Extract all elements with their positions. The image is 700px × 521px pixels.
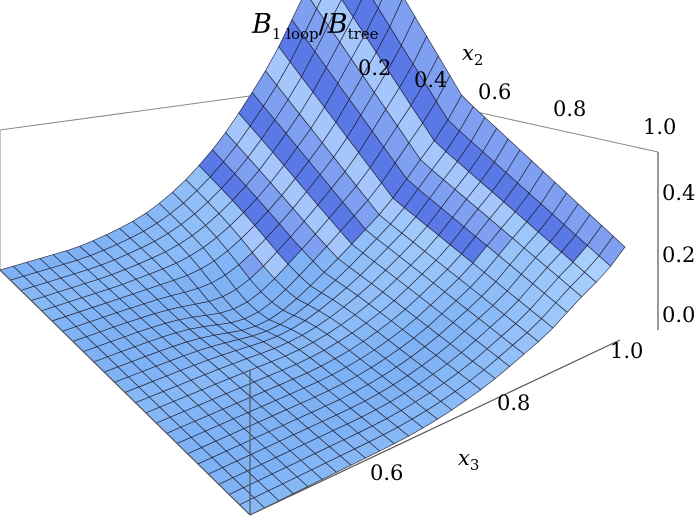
x3-tick-label: 0.8 [497, 391, 530, 415]
box-edge-left-bottom [0, 269, 251, 516]
x2-axis-label: x2 [462, 41, 483, 69]
z-tick-label: 0.4 [662, 181, 695, 205]
chart-title: B1 loop/Btree [251, 9, 379, 43]
x3-label-sub: 3 [470, 456, 480, 474]
x2-label-sub: 2 [474, 51, 484, 69]
x3-tick-labels: 1.0 0.8 0.6 [370, 339, 643, 485]
x3-tick-label: 1.0 [610, 339, 643, 363]
x3-tick-label: 0.6 [370, 461, 403, 485]
title-sub1: 1 loop [272, 25, 319, 43]
title-sub2: tree [348, 25, 379, 43]
x2-tick-label: 1.0 [643, 115, 676, 139]
x2-tick-label: 0.4 [414, 68, 447, 92]
z-tick-label: 0.0 [662, 303, 695, 327]
title-main: B [251, 9, 272, 40]
x2-tick-label: 0.6 [478, 80, 511, 104]
z-tick-label: 0.2 [662, 243, 695, 267]
x2-label-main: x [462, 41, 474, 65]
title-main2: B [327, 9, 348, 40]
surface-mesh [0, 0, 626, 516]
x3-axis-label: x3 [458, 446, 479, 474]
title-slash: / [319, 9, 329, 40]
x2-tick-label: 0.8 [553, 97, 586, 121]
bounding-box-front [0, 152, 659, 516]
z-tick-labels: 0.4 0.2 0.0 [662, 181, 695, 327]
x2-tick-label: 0.2 [358, 56, 391, 80]
x3-label-main: x [458, 446, 470, 470]
x2-tick-labels: 0.2 0.4 0.6 0.8 1.0 [358, 56, 676, 139]
box-edge-front-bottom [249, 339, 621, 516]
